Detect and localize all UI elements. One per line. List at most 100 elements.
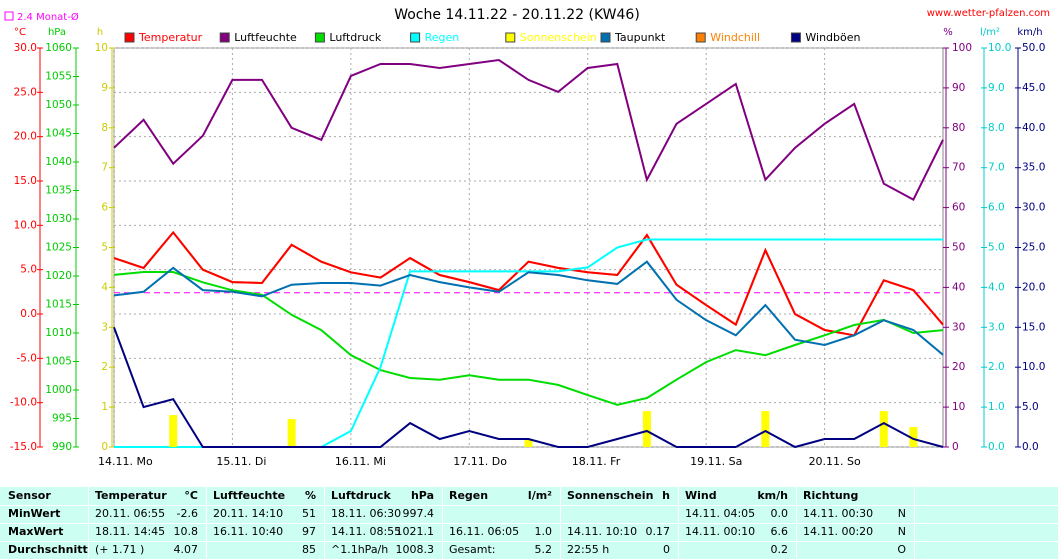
cell-value: 1.0: [534, 525, 553, 538]
bar: [524, 439, 533, 447]
y-tick-label: 995: [52, 413, 72, 425]
cell-value: 1021.1: [395, 525, 435, 538]
y-tick-label: 40: [952, 281, 965, 293]
bar: [909, 427, 918, 447]
legend-label: Temperatur: [138, 31, 203, 44]
y-tick-label: 9: [101, 82, 108, 94]
y-tick-label: 30: [952, 321, 965, 333]
y-tick-label: 90: [952, 82, 965, 94]
y-tick-label: 1025: [45, 242, 72, 254]
cell-text: Luftfeuchte: [213, 489, 286, 502]
cell-text: Regen: [449, 489, 489, 502]
y-tick-label: 10: [95, 42, 108, 54]
cell-text: 18.11. 14:45: [95, 525, 166, 538]
y-tick-label: 6: [101, 202, 108, 214]
cell-value: 1008.3: [395, 543, 435, 556]
y-tick-label: 1020: [45, 270, 72, 282]
y-tick-label: 0.0: [20, 308, 37, 320]
series-line: [113, 230, 944, 337]
y-tick-label: 1000: [45, 384, 72, 396]
series-line: [113, 260, 944, 356]
x-tick-label: 17.11. Do: [453, 455, 507, 468]
y-tick-label: 20: [952, 361, 965, 373]
y-tick-label: 8: [101, 122, 108, 134]
y-tick-label: 9.0: [988, 82, 1005, 94]
cell-value: 10.8: [173, 525, 199, 538]
x-tick-label: 14.11. Mo: [98, 455, 153, 468]
cell-value: km/h: [757, 489, 788, 502]
y-tick-label: 5.0: [988, 242, 1005, 254]
y-tick-label: 15.0: [1022, 321, 1045, 333]
cell-value: -2.6: [176, 507, 198, 520]
y-tick-label: -5.0: [17, 352, 38, 364]
y-tick-label: 0.0: [1022, 441, 1039, 453]
axis-unit: l/m²: [980, 27, 1000, 38]
cell-text: ^1.1hPa/h: [331, 543, 389, 556]
legend-label: Windböen: [805, 31, 860, 44]
y-tick-label: 7: [101, 162, 108, 174]
y-tick-label: 10: [952, 401, 965, 413]
axis-unit: hPa: [48, 27, 66, 38]
y-tick-label: 3: [101, 321, 108, 333]
legend-label: Luftdruck: [329, 31, 381, 44]
y-tick-label: 0: [952, 441, 959, 453]
legend-swatch: [410, 32, 421, 43]
row-label: MaxWert: [8, 525, 64, 538]
cell-text: Sonnenschein: [567, 489, 654, 502]
y-tick-label: 1: [101, 401, 108, 413]
y-tick-label: -10.0: [10, 397, 37, 409]
y-tick-label: 60: [952, 202, 965, 214]
legend-swatch: [790, 32, 801, 43]
axis-unit: %: [943, 27, 953, 38]
y-tick-label: 1015: [45, 299, 72, 311]
cell-value: 51: [302, 507, 316, 520]
cell-text: 14.11. 04:05: [685, 507, 756, 520]
legend-label: Windchill: [710, 31, 760, 44]
cell-text: 18.11. 06:30: [331, 507, 402, 520]
y-tick-label: 7.0: [988, 162, 1005, 174]
cell-value: 6.6: [770, 525, 789, 538]
cell-value: 0.2: [770, 543, 789, 556]
y-tick-label: 100: [952, 42, 972, 54]
y-tick-label: 990: [52, 441, 72, 453]
reference-label: 2.4 Monat-Ø: [17, 11, 79, 23]
cell-value: 85: [302, 543, 316, 556]
reference-key: [4, 11, 14, 21]
cell-value: %: [304, 489, 316, 502]
y-tick-label: 80: [952, 122, 965, 134]
cell-text: 20.11. 06:55: [95, 507, 166, 520]
y-tick-label: 2.0: [988, 361, 1005, 373]
y-tick-label: 1035: [45, 185, 72, 197]
legend-swatch: [600, 32, 611, 43]
cell-value: O: [897, 543, 906, 556]
legend-label: Taupunkt: [614, 31, 666, 44]
y-tick-label: 0: [101, 441, 108, 453]
y-tick-label: 35.0: [1022, 162, 1045, 174]
y-tick-label: 6.0: [988, 202, 1005, 214]
row-label: Durchschnitt: [8, 543, 88, 556]
bar: [642, 411, 651, 447]
y-tick-label: 20.0: [14, 131, 37, 143]
cell-value: °C: [184, 489, 198, 502]
y-tick-label: 1.0: [988, 401, 1005, 413]
y-tick-label: 15.0: [14, 175, 37, 187]
row-separator: [0, 505, 1058, 506]
cell-text: 16.11. 06:05: [449, 525, 520, 538]
series-line: [113, 58, 944, 201]
cell-value: N: [897, 507, 906, 520]
cell-value: l/m²: [527, 489, 552, 502]
cell-text: Gesamt:: [449, 543, 496, 556]
y-tick-label: 5.0: [1022, 401, 1039, 413]
y-tick-label: 50.0: [1022, 42, 1045, 54]
legend-swatch: [124, 32, 135, 43]
x-tick-label: 20.11. So: [809, 455, 861, 468]
bar: [879, 411, 888, 447]
y-tick-label: 1010: [45, 327, 72, 339]
chart: Woche 14.11.22 - 20.11.22 (KW46) www.wet…: [4, 7, 1050, 468]
site-url: www.wetter-pfalzen.com: [927, 8, 1050, 19]
legend-label: Regen: [425, 31, 460, 44]
cell-text: 14.11. 00:30: [803, 507, 874, 520]
legend-swatch: [505, 32, 516, 43]
cell-text: Luftdruck: [331, 489, 391, 502]
